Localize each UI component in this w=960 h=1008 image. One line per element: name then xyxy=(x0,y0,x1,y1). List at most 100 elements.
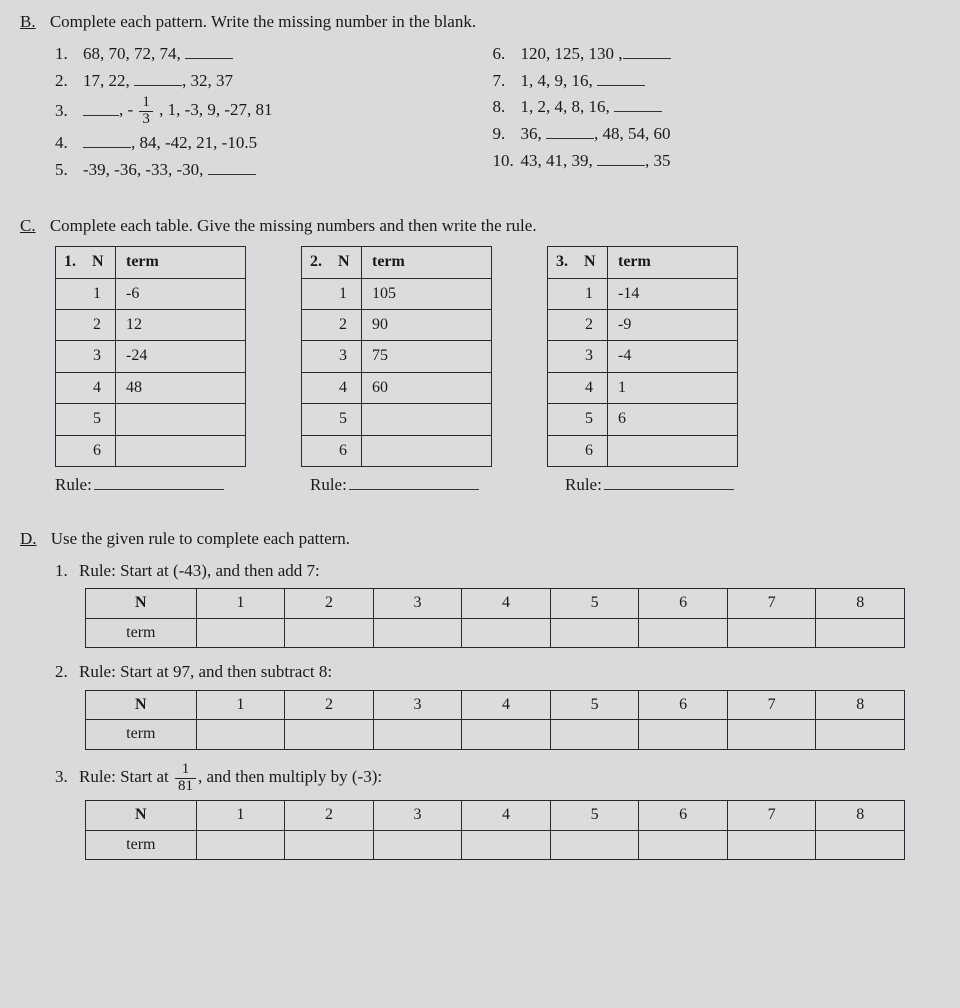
rule-label: Rule: xyxy=(565,475,602,494)
section-b-label: B. xyxy=(20,10,36,34)
pattern-body: , - 13 , 1, -3, 9, -27, 81 xyxy=(83,95,273,128)
d-n-cell: 7 xyxy=(727,801,816,830)
d-term-cell[interactable] xyxy=(639,618,728,647)
d-term-cell[interactable] xyxy=(462,830,551,859)
d-item: 1.Rule: Start at (-43), and then add 7:N… xyxy=(55,559,920,649)
d-number: 2. xyxy=(55,660,79,684)
d-n-cell: 7 xyxy=(727,690,816,719)
pattern-item: 1.68, 70, 72, 74, xyxy=(55,42,483,66)
table-row: 41 xyxy=(548,372,738,403)
pattern-item: 5.-39, -36, -33, -30, xyxy=(55,158,483,182)
section-b-instruction: Complete each pattern. Write the missing… xyxy=(50,12,476,31)
pattern-number: 9. xyxy=(493,122,521,146)
d-term-cell[interactable] xyxy=(373,830,462,859)
blank-field[interactable] xyxy=(134,69,182,86)
d-item: 3.Rule: Start at 181, and then multiply … xyxy=(55,762,920,860)
table-row: 6 xyxy=(56,435,246,466)
d-term-cell[interactable] xyxy=(639,720,728,749)
blank-field[interactable] xyxy=(83,99,119,116)
rule-blank[interactable] xyxy=(349,473,479,490)
blank-field[interactable] xyxy=(208,158,256,175)
d-term-cell[interactable] xyxy=(373,720,462,749)
table-row: 290 xyxy=(302,310,492,341)
d-term-cell[interactable] xyxy=(550,830,639,859)
d-n-cell: 3 xyxy=(373,801,462,830)
blank-field[interactable] xyxy=(597,69,645,86)
pattern-item: 8.1, 2, 4, 8, 16, xyxy=(493,95,921,119)
pattern-item: 4., 84, -42, 21, -10.5 xyxy=(55,131,483,155)
d-n-cell: 5 xyxy=(550,690,639,719)
table-cell-n: 1 xyxy=(548,278,608,309)
d-term-cell[interactable] xyxy=(373,618,462,647)
table-row: 1-14 xyxy=(548,278,738,309)
rule-cell: Rule: xyxy=(565,473,765,497)
table-cell-term[interactable] xyxy=(116,404,246,435)
blank-field[interactable] xyxy=(614,95,662,112)
d-term-cell[interactable] xyxy=(550,720,639,749)
blank-field[interactable] xyxy=(623,42,671,59)
d-term-cell[interactable] xyxy=(816,830,905,859)
d-n-cell: 6 xyxy=(639,690,728,719)
table-row: 2-9 xyxy=(548,310,738,341)
section-d-label: D. xyxy=(20,527,37,551)
d-term-cell[interactable] xyxy=(196,830,285,859)
pattern-body: 36, , 48, 54, 60 xyxy=(521,122,671,146)
c-table: 2. Nterm110529037546056 xyxy=(301,246,492,467)
d-term-cell[interactable] xyxy=(196,720,285,749)
d-term-cell[interactable] xyxy=(727,720,816,749)
table-cell-term[interactable] xyxy=(116,435,246,466)
d-term-cell[interactable] xyxy=(285,720,374,749)
d-rule-text: 1.Rule: Start at (-43), and then add 7: xyxy=(55,559,920,583)
d-n-cell: 6 xyxy=(639,589,728,618)
table-cell-n: 3 xyxy=(548,341,608,372)
section-d-instruction: Use the given rule to complete each patt… xyxy=(51,529,350,548)
table-cell-term[interactable] xyxy=(362,435,492,466)
d-term-cell[interactable] xyxy=(816,618,905,647)
section-c-rules: Rule:Rule:Rule: xyxy=(55,473,920,497)
rule-blank[interactable] xyxy=(604,473,734,490)
d-term-cell[interactable] xyxy=(196,618,285,647)
pattern-number: 8. xyxy=(493,95,521,119)
rule-blank[interactable] xyxy=(94,473,224,490)
table-cell-term: 105 xyxy=(362,278,492,309)
table-cell-term: -6 xyxy=(116,278,246,309)
table-row: 3-24 xyxy=(56,341,246,372)
table-row: 1-6 xyxy=(56,278,246,309)
pattern-number: 4. xyxy=(55,131,83,155)
table-row: 6 xyxy=(548,435,738,466)
d-term-cell[interactable] xyxy=(727,618,816,647)
table-cell-n: 6 xyxy=(56,435,116,466)
section-d-list: 1.Rule: Start at (-43), and then add 7: N… xyxy=(55,559,920,860)
d-term-cell[interactable] xyxy=(285,618,374,647)
table-cell-term[interactable] xyxy=(608,435,738,466)
d-n-cell: 4 xyxy=(462,589,551,618)
pattern-number: 6. xyxy=(493,42,521,66)
d-term-cell[interactable] xyxy=(816,720,905,749)
d-rule-text: 3.Rule: Start at 181, and then multiply … xyxy=(55,762,920,795)
d-header-n: N xyxy=(86,690,197,719)
pattern-item: 9.36, , 48, 54, 60 xyxy=(493,122,921,146)
d-n-cell: 6 xyxy=(639,801,728,830)
d-term-cell[interactable] xyxy=(550,618,639,647)
section-b-left: 1.68, 70, 72, 74, 2.17, 22, , 32, 373., … xyxy=(55,42,483,185)
d-n-cell: 3 xyxy=(373,690,462,719)
c-table-wrap: 1. Nterm1-62123-2444856 xyxy=(55,246,246,467)
d-n-cell: 3 xyxy=(373,589,462,618)
table-cell-n: 6 xyxy=(548,435,608,466)
pattern-body: , 84, -42, 21, -10.5 xyxy=(83,131,257,155)
d-term-cell[interactable] xyxy=(462,720,551,749)
d-term-cell[interactable] xyxy=(727,830,816,859)
section-c-header: C. Complete each table. Give the missing… xyxy=(55,214,920,238)
blank-field[interactable] xyxy=(597,149,645,166)
table-cell-term[interactable] xyxy=(362,404,492,435)
d-term-cell[interactable] xyxy=(462,618,551,647)
d-term-cell[interactable] xyxy=(285,830,374,859)
pattern-number: 3. xyxy=(55,99,83,123)
blank-field[interactable] xyxy=(185,42,233,59)
blank-field[interactable] xyxy=(83,131,131,148)
blank-field[interactable] xyxy=(546,122,594,139)
d-term-cell[interactable] xyxy=(639,830,728,859)
pattern-item: 3., - 13 , 1, -3, 9, -27, 81 xyxy=(55,95,483,128)
table-cell-n: 1 xyxy=(302,278,362,309)
pattern-body: -39, -36, -33, -30, xyxy=(83,158,256,182)
